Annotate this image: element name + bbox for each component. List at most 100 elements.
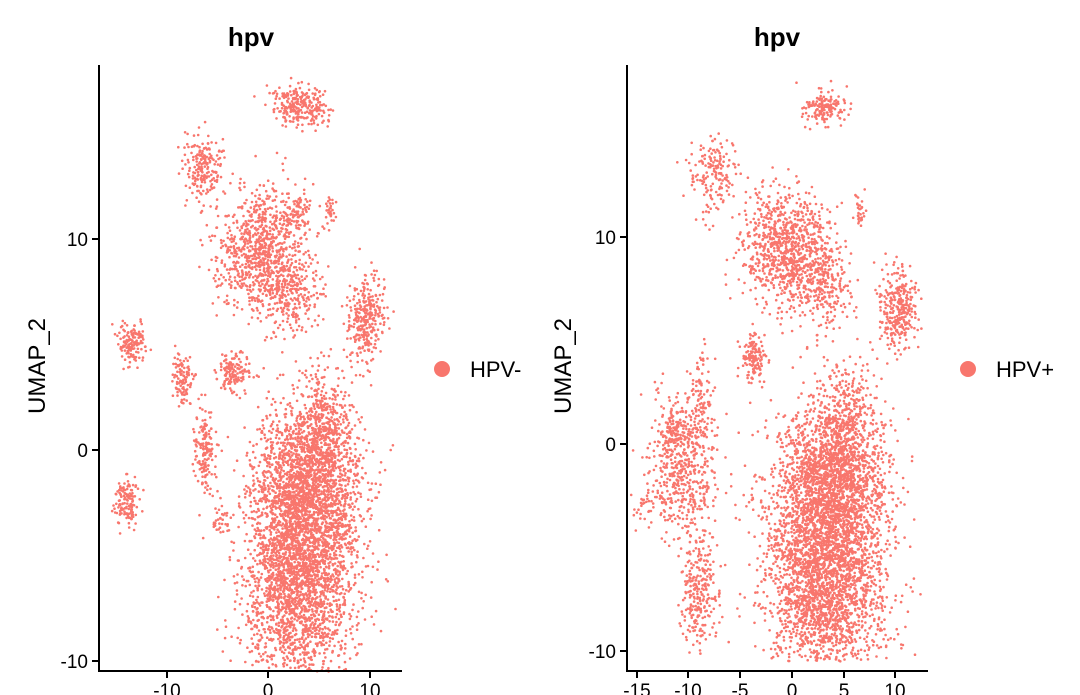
- scatter-point: [320, 600, 323, 604]
- scatter-point: [237, 261, 240, 264]
- scatter-point: [301, 552, 304, 555]
- scatter-point: [274, 467, 278, 471]
- scatter-point: [256, 507, 260, 511]
- scatter-point: [322, 394, 326, 398]
- scatter-point: [267, 461, 271, 464]
- scatter-point: [310, 395, 314, 399]
- scatter-point: [262, 286, 266, 290]
- scatter-point: [322, 591, 325, 595]
- scatter-point: [345, 448, 349, 452]
- scatter-point: [298, 442, 302, 446]
- scatter-point: [337, 465, 340, 469]
- scatter-point: [338, 592, 342, 596]
- scatter-point: [331, 616, 334, 619]
- scatter-point: [252, 376, 255, 379]
- scatter-point: [291, 535, 294, 538]
- scatter-point: [337, 377, 340, 380]
- scatter-point: [265, 600, 269, 603]
- scatter-point: [344, 647, 347, 650]
- scatter-point: [394, 607, 397, 611]
- scatter-point: [346, 469, 350, 473]
- scatter-point: [270, 560, 274, 564]
- scatter-point: [281, 619, 285, 623]
- scatter-point: [275, 506, 279, 510]
- scatter-point: [253, 623, 257, 627]
- scatter-point: [309, 640, 312, 643]
- scatter-point: [308, 510, 312, 513]
- scatter-point: [247, 567, 250, 570]
- scatter-point: [314, 583, 318, 587]
- scatter-point: [345, 572, 348, 576]
- scatter-point: [293, 507, 297, 511]
- scatter-point: [282, 539, 285, 542]
- scatter-point: [322, 585, 326, 589]
- scatter-point: [364, 471, 367, 475]
- scatter-point: [323, 454, 327, 458]
- scatter-point: [292, 602, 295, 606]
- scatter-point: [361, 570, 364, 574]
- scatter-point: [305, 475, 308, 478]
- scatter-point: [327, 530, 330, 534]
- scatter-point: [287, 645, 290, 648]
- scatter-point: [277, 479, 280, 483]
- scatter-point: [379, 461, 383, 464]
- scatter-point: [252, 496, 256, 500]
- scatter-point: [370, 514, 373, 517]
- scatter-point: [363, 428, 367, 431]
- scatter-point: [306, 609, 310, 613]
- scatter-point: [299, 504, 303, 508]
- scatter-point: [314, 450, 318, 453]
- scatter-point: [314, 574, 318, 577]
- scatter-point: [284, 447, 288, 451]
- scatter-point: [226, 435, 230, 439]
- scatter-point: [277, 539, 280, 543]
- scatter-point: [287, 567, 291, 571]
- scatter-point: [288, 458, 292, 461]
- scatter-point: [265, 621, 269, 624]
- scatter-point: [255, 188, 259, 192]
- scatter-point: [284, 546, 288, 550]
- scatter-point: [284, 610, 287, 613]
- scatter-point: [332, 448, 336, 452]
- scatter-point: [290, 258, 293, 261]
- scatter-point: [256, 643, 260, 646]
- scatter-point: [300, 490, 303, 494]
- scatter-point: [303, 653, 306, 657]
- scatter-point: [279, 539, 282, 543]
- scatter-point: [298, 637, 302, 641]
- scatter-point: [291, 503, 295, 506]
- scatter-point: [360, 591, 363, 595]
- scatter-point: [230, 635, 233, 638]
- scatter-point: [343, 474, 347, 477]
- scatter-point: [302, 613, 306, 617]
- scatter-point: [353, 576, 357, 579]
- scatter-point: [247, 292, 250, 296]
- scatter-point: [297, 510, 301, 514]
- scatter-point: [228, 275, 232, 279]
- scatter-point: [255, 608, 258, 611]
- scatter-point: [286, 403, 290, 406]
- scatter-point: [362, 556, 365, 560]
- scatter-point: [254, 200, 258, 204]
- scatter-point: [335, 588, 338, 591]
- scatter-point: [294, 522, 298, 526]
- scatter-point: [222, 276, 225, 279]
- scatter-point: [265, 414, 268, 418]
- scatter-point: [251, 574, 255, 577]
- scatter-point: [275, 553, 279, 557]
- scatter-point: [320, 505, 323, 508]
- scatter-point: [287, 561, 291, 565]
- scatter-point: [252, 284, 255, 287]
- scatter-point: [325, 534, 329, 538]
- scatter-point: [237, 502, 241, 505]
- scatter-point: [296, 592, 299, 596]
- scatter-point: [314, 463, 318, 466]
- scatter-point: [322, 439, 326, 442]
- scatter-point: [276, 469, 279, 473]
- scatter-point: [307, 395, 311, 398]
- scatter-point: [260, 453, 264, 457]
- scatter-point: [351, 485, 355, 489]
- scatter-point: [357, 573, 361, 576]
- scatter-point: [292, 612, 296, 615]
- scatter-point: [257, 294, 260, 298]
